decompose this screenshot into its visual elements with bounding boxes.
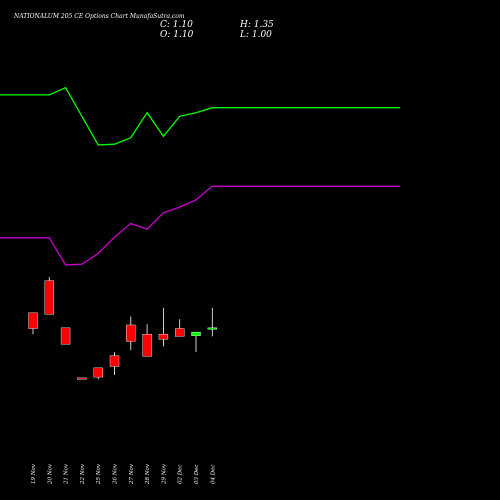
x-tick-label: 28 Nov (145, 463, 151, 485)
x-tick-label: 25 Nov (96, 463, 102, 485)
x-tick-label: 04 Dec (210, 465, 216, 485)
close-label: C: 1.10 (160, 20, 193, 30)
candle-body-03-dec (191, 331, 201, 336)
candle-body-19-nov (28, 312, 38, 329)
candle-body-26-nov (109, 355, 120, 367)
x-axis-ticks: 19 Nov 20 Nov 21 Nov 22 Nov 25 Nov 26 Nov 27 N… (31, 463, 216, 485)
candle-body-04-dec (207, 327, 218, 330)
candle-body-02-dec (174, 328, 185, 337)
low-label: L: 1.00 (239, 30, 272, 40)
candles (28, 277, 218, 380)
indicator-line-1 (0, 86, 400, 146)
x-tick-label: 02 Dec (178, 465, 184, 485)
chart-title: NATIONALUM 205 CE Options Chart MunafaSu… (13, 13, 185, 20)
candle-body-22-nov (77, 377, 87, 380)
open-label: O: 1.10 (160, 30, 194, 40)
high-label: H: 1.35 (239, 20, 274, 30)
x-tick-label: 29 Nov (161, 463, 167, 485)
candle-body-28-nov (142, 334, 152, 357)
candle-body-29-nov (158, 334, 169, 340)
x-tick-label: 20 Nov (47, 463, 53, 485)
indicator-line-2 (0, 185, 400, 266)
candle-body-20-nov (44, 280, 54, 315)
indicator-lines (0, 86, 400, 266)
x-tick-label: 21 Nov (64, 463, 70, 485)
x-tick-label: 26 Nov (113, 463, 119, 485)
x-tick-label: 27 Nov (129, 463, 135, 485)
candle-body-27-nov (126, 324, 136, 342)
candle-body-21-nov (60, 327, 71, 345)
x-tick-label: 19 Nov (31, 463, 37, 484)
x-tick-label: 03 Dec (194, 465, 200, 485)
x-tick-label: 22 Nov (80, 463, 86, 485)
candle-body-25-nov (93, 367, 103, 378)
